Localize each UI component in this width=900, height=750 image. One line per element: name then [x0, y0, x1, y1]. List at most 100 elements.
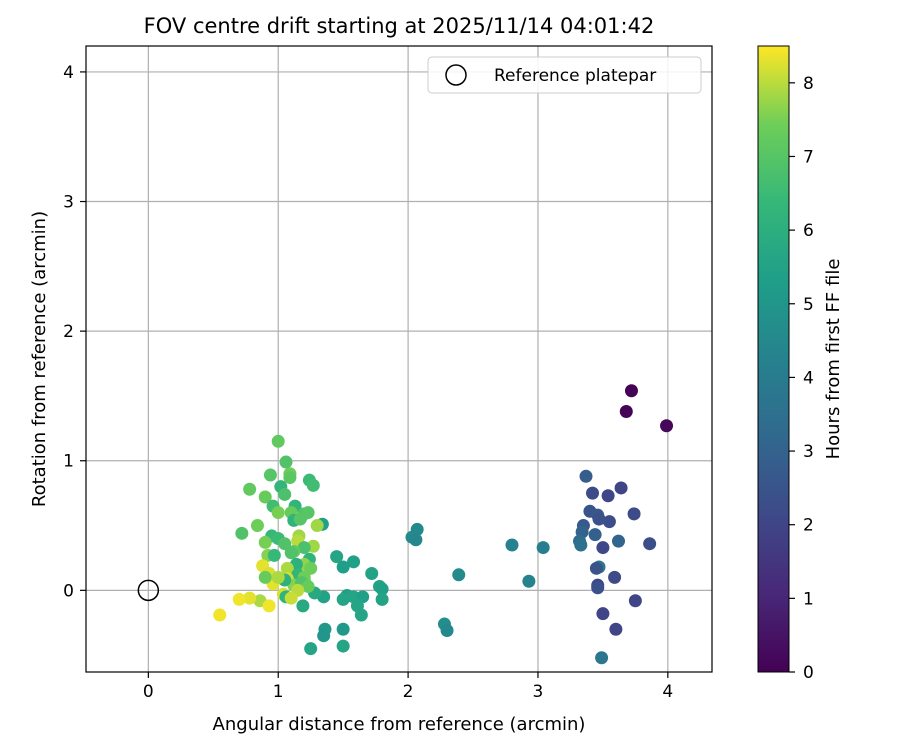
reference-platepar-point — [137, 579, 160, 602]
scatter-point — [278, 487, 292, 501]
x-axis-ticks: 0 1 2 3 4 — [143, 672, 673, 702]
chart-title: FOV centre drift starting at 2025/11/14 … — [144, 14, 655, 38]
scatter-point — [280, 561, 294, 575]
scatter-point — [619, 404, 633, 418]
scatter-point — [232, 592, 246, 606]
scatter-point — [263, 468, 277, 482]
scatter-point — [592, 512, 606, 526]
scatter-point — [336, 639, 350, 653]
scatter-point — [235, 526, 249, 540]
scatter-point — [601, 489, 615, 503]
scatter-point — [591, 581, 605, 595]
legend-box — [427, 56, 702, 94]
scatter-point — [250, 519, 264, 533]
y-tick-label: 1 — [63, 452, 74, 472]
scatter-point — [536, 541, 550, 555]
data-points — [213, 384, 674, 665]
colorbar — [757, 45, 790, 673]
scatter-point — [336, 560, 350, 574]
colorbar-tick-label: 7 — [803, 147, 814, 167]
colorbar-tick-label: 2 — [803, 516, 814, 536]
scatter-point — [304, 561, 318, 575]
scatter-point — [375, 592, 389, 606]
scatter-point — [293, 512, 307, 526]
scatter-point — [579, 469, 593, 483]
scatter-point — [611, 534, 625, 548]
scatter-point — [354, 608, 368, 622]
scatter-point — [262, 599, 276, 613]
y-tick-label: 3 — [63, 193, 74, 213]
scatter-point — [213, 608, 227, 622]
scatter-point — [505, 538, 519, 552]
scatter-point — [336, 592, 350, 606]
scatter-point — [608, 570, 622, 584]
scatter-point — [596, 541, 610, 555]
scatter-point — [271, 570, 285, 584]
colorbar-tick-label: 8 — [803, 74, 814, 94]
y-axis-label: Rotation from reference (arcmin) — [29, 211, 50, 507]
scatter-point — [589, 561, 603, 575]
plot-frame — [85, 45, 713, 673]
scatter-point — [595, 651, 609, 665]
scatter-point — [643, 537, 657, 551]
scatter-point — [258, 490, 272, 504]
colorbar-tick-label: 1 — [803, 589, 814, 609]
scatter-point — [304, 642, 318, 656]
scatter-point — [297, 541, 311, 555]
colorbar-label: Hours from first FF file — [823, 259, 844, 460]
scatter-point — [440, 624, 454, 638]
scatter-point — [258, 535, 272, 549]
scatter-point — [317, 629, 331, 643]
scatter-point — [243, 482, 257, 496]
y-tick-label: 4 — [63, 63, 74, 83]
scatter-point — [284, 546, 298, 560]
scatter-point — [279, 455, 293, 469]
scatter-point — [452, 568, 466, 582]
scatter-point — [271, 506, 285, 520]
scatter-point — [614, 481, 628, 495]
scatter-point — [271, 434, 285, 448]
scatter-point — [267, 548, 281, 562]
x-tick-label: 0 — [143, 682, 154, 702]
scatter-point — [522, 574, 536, 588]
scatter-point — [588, 528, 602, 542]
scatter-point — [574, 538, 588, 552]
scatter-point — [627, 507, 641, 521]
scatter-point — [602, 515, 616, 529]
scatter-point — [283, 471, 297, 485]
scatter-point — [330, 550, 344, 564]
scatter-point — [628, 594, 642, 608]
x-tick-label: 3 — [533, 682, 544, 702]
y-tick-label: 2 — [63, 322, 74, 342]
scatter-point — [347, 555, 361, 569]
x-tick-label: 2 — [403, 682, 414, 702]
colorbar-ticks: 0 1 2 3 4 5 6 7 8 — [789, 74, 814, 683]
legend-marker — [445, 64, 467, 86]
scatter-point — [660, 419, 674, 433]
colorbar-tick-label: 4 — [803, 368, 814, 388]
scatter-point — [609, 622, 623, 636]
scatter-point — [596, 607, 610, 621]
legend-entry-reference: Reference platepar — [494, 66, 656, 86]
scatter-point — [306, 478, 320, 492]
legend: Reference platepar — [427, 56, 702, 94]
scatter-point — [278, 537, 292, 551]
scatter-point — [301, 579, 315, 593]
colorbar-tick-label: 5 — [803, 295, 814, 315]
colorbar-tick-label: 0 — [803, 663, 814, 683]
scatter-point — [586, 486, 600, 500]
scatter-point — [243, 591, 257, 605]
y-axis-ticks: 0 1 2 3 4 — [63, 63, 86, 601]
scatter-point — [365, 566, 379, 580]
scatter-point — [375, 582, 389, 596]
x-tick-label: 4 — [662, 682, 673, 702]
scatter-point — [296, 599, 310, 613]
scatter-point — [258, 570, 272, 584]
y-tick-label: 0 — [63, 581, 74, 601]
scatter-point — [624, 384, 638, 398]
reference-marker — [137, 579, 160, 602]
x-tick-label: 1 — [273, 682, 284, 702]
scatter-point — [310, 519, 324, 533]
scatter-point — [284, 591, 298, 605]
